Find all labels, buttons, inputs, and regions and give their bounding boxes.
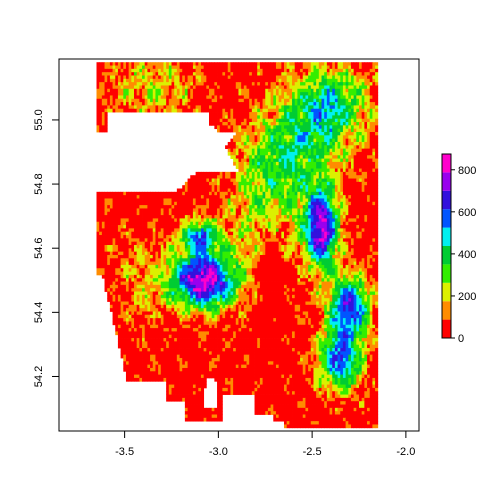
y-tick-label: 54.4 [33,302,45,323]
legend-color-band [442,172,451,191]
legend-color-band [442,154,451,173]
legend-color-band [442,319,451,338]
legend-tick-label: 600 [458,207,476,219]
x-tick-label: -3.0 [209,446,228,458]
y-tick-label: 54.8 [33,173,45,194]
x-tick-label: -3.5 [115,446,134,458]
y-tick-label: 55.0 [33,109,45,130]
legend-color-band [442,246,451,265]
legend-color-band [442,301,451,320]
legend-tick-label: 0 [458,333,464,345]
x-tick-label: -2.0 [396,446,415,458]
legend-color-band [442,209,451,228]
x-axis: -3.5 -3.0 -2.5 -2.0 [115,431,415,458]
legend-color-band [442,227,451,246]
legend-color-band [442,190,451,210]
color-legend: 0 200 400 600 800 [441,153,476,345]
legend-tick-label: 400 [458,249,476,261]
x-tick-label: -2.5 [303,446,322,458]
legend-frame [441,153,452,339]
legend-tick-label: 800 [458,165,476,177]
y-tick-label: 54.6 [33,237,45,258]
y-tick-label: 54.2 [33,366,45,387]
legend-tick-label: 200 [458,291,476,303]
legend-color-band [442,264,451,283]
elevation-raster [96,62,379,429]
plot-frame [58,58,420,432]
y-axis: 54.2 54.4 54.6 54.8 55.0 [33,109,59,387]
legend-color-band [442,282,451,302]
